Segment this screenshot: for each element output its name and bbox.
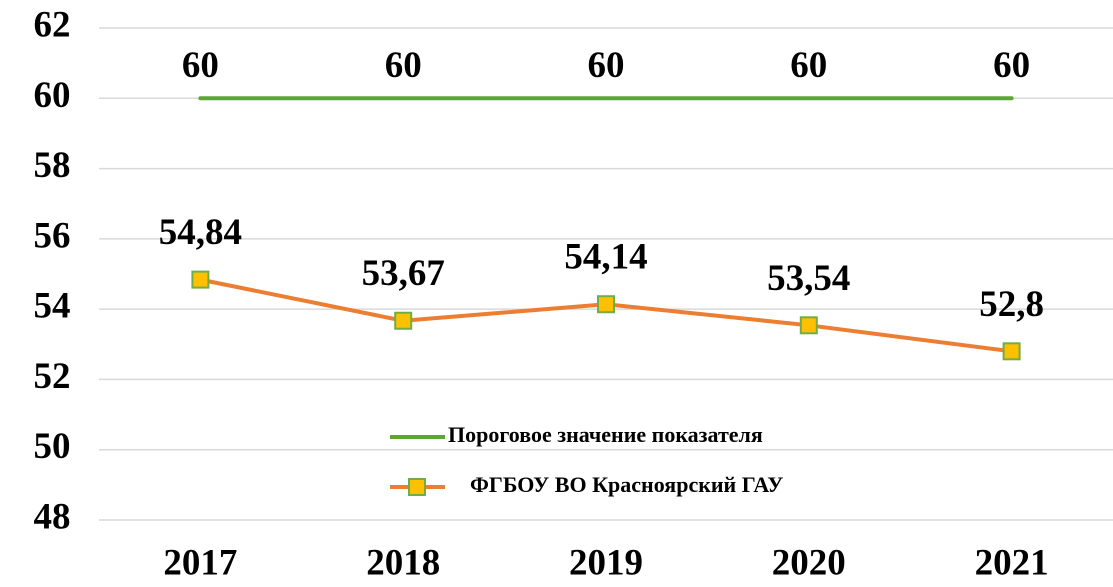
data-label: 54,84: [159, 212, 242, 253]
x-tick-label: 2018: [366, 542, 440, 583]
data-label: 54,14: [564, 237, 647, 278]
data-label: 53,67: [362, 253, 445, 294]
point-marker: [597, 295, 615, 314]
legend-marker: [408, 478, 426, 496]
data-label: 53,54: [767, 258, 850, 299]
y-tick-label: 62: [34, 4, 71, 45]
data-label: 60: [993, 45, 1030, 86]
legend-label: Пороговое значение показателя: [448, 422, 763, 447]
x-tick-label: 2019: [569, 542, 643, 583]
y-tick-label: 60: [34, 75, 71, 116]
x-tick-label: 2020: [772, 542, 846, 583]
data-label: 60: [588, 45, 625, 86]
point-marker: [799, 316, 818, 335]
series-line: [198, 277, 1014, 354]
y-tick-label: 52: [34, 356, 71, 397]
x-tick-label: 2017: [163, 542, 237, 583]
y-tick-label: 54: [34, 286, 71, 327]
point-marker: [394, 311, 413, 330]
x-tick-label: 2021: [975, 542, 1049, 583]
data-label: 60: [790, 45, 827, 86]
point-marker: [1002, 342, 1021, 361]
data-label: 60: [182, 45, 219, 86]
y-tick-label: 56: [34, 215, 71, 256]
y-tick-label: 58: [34, 145, 71, 186]
data-label: 60: [385, 45, 422, 86]
data-label: 52,8: [979, 284, 1044, 325]
point-marker: [191, 270, 210, 289]
legend-label: ФГБОУ ВО Красноярский ГАУ: [470, 472, 783, 497]
y-tick-label: 50: [34, 426, 71, 467]
y-tick-label: 48: [34, 496, 71, 537]
